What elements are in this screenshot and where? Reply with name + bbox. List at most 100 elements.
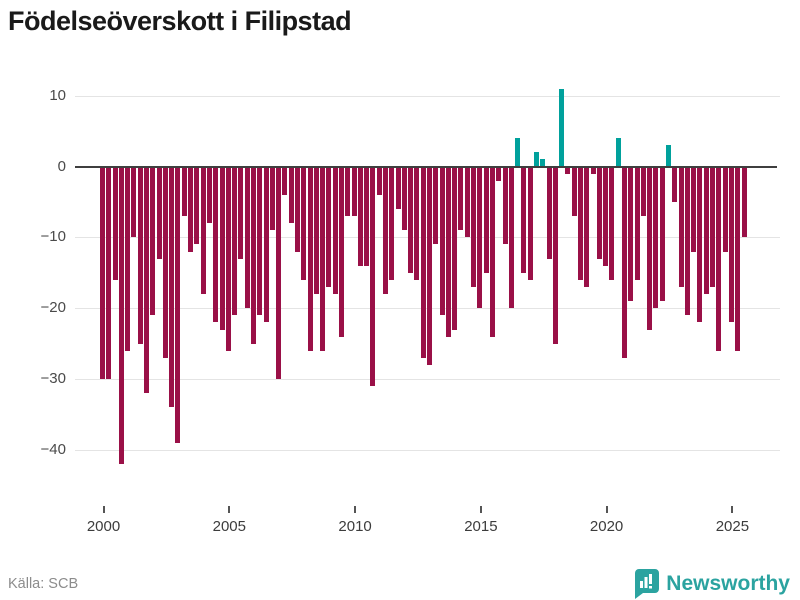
bar-2020-Q2[interactable] xyxy=(609,166,615,280)
bar-2003-Q3[interactable] xyxy=(188,166,194,252)
bar-2010-Q4[interactable] xyxy=(370,166,376,387)
bar-2010-Q2[interactable] xyxy=(357,166,363,266)
bar-2005-Q3[interactable] xyxy=(238,166,244,259)
bar-2015-Q3[interactable] xyxy=(489,166,495,337)
bar-2002-Q3[interactable] xyxy=(162,166,168,358)
bar-2007-Q2[interactable] xyxy=(282,166,288,195)
bar-2019-Q4[interactable] xyxy=(596,166,602,259)
bar-2020-Q3[interactable] xyxy=(615,138,621,167)
bar-2000-Q3[interactable] xyxy=(112,166,118,280)
newsworthy-logo[interactable]: Newsworthy xyxy=(633,568,790,599)
bar-2003-Q2[interactable] xyxy=(181,166,187,217)
bar-2022-Q4[interactable] xyxy=(672,166,678,202)
bar-2006-Q1[interactable] xyxy=(250,166,256,344)
bar-2016-Q1[interactable] xyxy=(502,166,508,245)
bar-2017-Q3[interactable] xyxy=(540,159,546,167)
bar-2001-Q1[interactable] xyxy=(125,166,131,351)
bar-2006-Q3[interactable] xyxy=(263,166,269,323)
bar-2003-Q1[interactable] xyxy=(175,166,181,443)
bar-2023-Q3[interactable] xyxy=(691,166,697,252)
bar-2024-Q3[interactable] xyxy=(716,166,722,351)
bar-2009-Q4[interactable] xyxy=(345,166,351,217)
bar-2008-Q1[interactable] xyxy=(301,166,307,280)
bar-2014-Q4[interactable] xyxy=(471,166,477,287)
bar-2023-Q1[interactable] xyxy=(678,166,684,287)
bar-2012-Q4[interactable] xyxy=(420,166,426,358)
bar-2009-Q2[interactable] xyxy=(332,166,338,294)
bar-2015-Q2[interactable] xyxy=(483,166,489,273)
bar-2015-Q1[interactable] xyxy=(477,166,483,309)
bar-2022-Q1[interactable] xyxy=(653,166,659,309)
bar-2024-Q1[interactable] xyxy=(703,166,709,294)
bar-2018-Q1[interactable] xyxy=(552,166,558,344)
bar-2018-Q4[interactable] xyxy=(571,166,577,217)
bar-2021-Q2[interactable] xyxy=(634,166,640,280)
bar-2007-Q4[interactable] xyxy=(294,166,300,252)
bar-2004-Q2[interactable] xyxy=(206,166,212,224)
bar-2016-Q2[interactable] xyxy=(508,166,514,309)
bar-2013-Q2[interactable] xyxy=(433,166,439,245)
bar-2013-Q4[interactable] xyxy=(445,166,451,337)
bar-2008-Q2[interactable] xyxy=(307,166,313,351)
bar-2022-Q3[interactable] xyxy=(666,145,672,167)
bar-2025-Q2[interactable] xyxy=(735,166,741,351)
bar-2019-Q1[interactable] xyxy=(577,166,583,280)
bar-2021-Q4[interactable] xyxy=(647,166,653,330)
bar-2002-Q4[interactable] xyxy=(169,166,175,408)
bar-2005-Q1[interactable] xyxy=(225,166,231,351)
bar-2010-Q1[interactable] xyxy=(351,166,357,217)
bar-2004-Q4[interactable] xyxy=(219,166,225,330)
bar-2008-Q3[interactable] xyxy=(313,166,319,294)
bar-2008-Q4[interactable] xyxy=(320,166,326,351)
bar-2024-Q2[interactable] xyxy=(710,166,716,287)
bar-2006-Q4[interactable] xyxy=(269,166,275,231)
bar-2017-Q4[interactable] xyxy=(546,166,552,259)
bar-2017-Q1[interactable] xyxy=(527,166,533,280)
bar-2011-Q1[interactable] xyxy=(376,166,382,195)
bar-2002-Q2[interactable] xyxy=(156,166,162,259)
bar-2021-Q1[interactable] xyxy=(628,166,634,302)
bar-2020-Q1[interactable] xyxy=(603,166,609,266)
bar-2021-Q3[interactable] xyxy=(640,166,646,217)
bar-2004-Q1[interactable] xyxy=(200,166,206,294)
bar-2003-Q4[interactable] xyxy=(194,166,200,245)
bar-2005-Q2[interactable] xyxy=(232,166,238,316)
bar-2017-Q2[interactable] xyxy=(533,152,539,167)
bar-2012-Q1[interactable] xyxy=(401,166,407,231)
bar-2014-Q3[interactable] xyxy=(464,166,470,238)
bar-2000-Q1[interactable] xyxy=(100,166,105,380)
bar-2015-Q4[interactable] xyxy=(496,166,502,181)
bar-2000-Q2[interactable] xyxy=(106,166,112,380)
bar-2025-Q3[interactable] xyxy=(741,166,747,238)
bar-2020-Q4[interactable] xyxy=(622,166,627,358)
bar-2007-Q1[interactable] xyxy=(276,166,282,380)
bar-2025-Q1[interactable] xyxy=(728,166,734,323)
bar-2018-Q3[interactable] xyxy=(565,166,571,174)
bar-2023-Q2[interactable] xyxy=(684,166,690,316)
bar-2010-Q3[interactable] xyxy=(364,166,370,266)
bar-2002-Q1[interactable] xyxy=(150,166,156,316)
bar-2013-Q3[interactable] xyxy=(439,166,445,316)
bar-2009-Q1[interactable] xyxy=(326,166,332,287)
bar-2016-Q4[interactable] xyxy=(521,166,527,273)
bar-2000-Q4[interactable] xyxy=(118,166,124,465)
bar-2013-Q1[interactable] xyxy=(427,166,433,365)
bar-2023-Q4[interactable] xyxy=(697,166,703,323)
bar-2012-Q2[interactable] xyxy=(408,166,414,273)
bar-2001-Q4[interactable] xyxy=(144,166,150,394)
bar-2005-Q4[interactable] xyxy=(244,166,250,309)
bar-2019-Q2[interactable] xyxy=(584,166,590,287)
bar-2011-Q4[interactable] xyxy=(395,166,401,209)
bar-2012-Q3[interactable] xyxy=(414,166,420,280)
bar-2011-Q2[interactable] xyxy=(383,166,389,294)
bar-2001-Q2[interactable] xyxy=(131,166,137,238)
bar-2006-Q2[interactable] xyxy=(257,166,263,316)
bar-2022-Q2[interactable] xyxy=(659,166,665,302)
bar-2016-Q3[interactable] xyxy=(515,138,521,167)
bar-2011-Q3[interactable] xyxy=(389,166,395,280)
bar-2001-Q3[interactable] xyxy=(137,166,143,344)
bar-2014-Q1[interactable] xyxy=(452,166,458,330)
bar-2024-Q4[interactable] xyxy=(722,166,728,252)
bar-2007-Q3[interactable] xyxy=(288,166,294,224)
bar-2018-Q2[interactable] xyxy=(559,88,565,167)
